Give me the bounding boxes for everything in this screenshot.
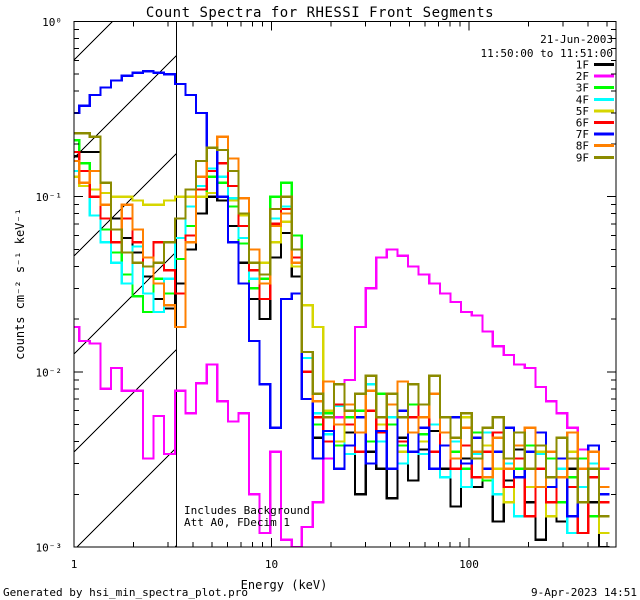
annotation-attenuator-state: Att A0, FDecim 1 bbox=[184, 516, 290, 529]
legend-label-1f: 1F bbox=[576, 59, 589, 72]
legend-item-7f: 7F bbox=[576, 128, 614, 141]
series-9f-curve bbox=[74, 132, 610, 518]
y-tick-label-0: 10⁰ bbox=[42, 16, 62, 29]
legend-item-9f: 9F bbox=[576, 151, 614, 164]
spectra-curves bbox=[74, 70, 610, 547]
legend-item-3f: 3F bbox=[576, 82, 614, 95]
legend-item-6f: 6F bbox=[576, 117, 614, 130]
legend-item-4f: 4F bbox=[576, 93, 614, 106]
y-axis-title: counts cm⁻² s⁻¹ keV⁻¹ bbox=[13, 208, 27, 360]
y-tick-label-1: 10⁻¹ bbox=[36, 191, 63, 204]
observation-time-range: 11:50:00 to 11:51:00 bbox=[481, 47, 613, 60]
legend-label-8f: 8F bbox=[576, 140, 589, 153]
legend-label-6f: 6F bbox=[576, 117, 589, 130]
legend-label-7f: 7F bbox=[576, 128, 589, 141]
legend-item-8f: 8F bbox=[576, 140, 614, 153]
footer-timestamp: 9-Apr-2023 14:51 bbox=[531, 586, 637, 599]
series-8f-curve bbox=[74, 135, 610, 489]
legend-item-1f: 1F bbox=[576, 59, 614, 72]
legend-label-3f: 3F bbox=[576, 82, 589, 95]
series-4f-curve bbox=[74, 167, 610, 535]
footer-generator-note: Generated by hsi_min_spectra_plot.pro bbox=[3, 586, 248, 599]
legend-item-2f: 2F bbox=[576, 70, 614, 83]
hatched-region bbox=[74, 21, 177, 547]
y-tick-label-3: 10⁻³ bbox=[36, 542, 63, 555]
x-tick-label-10: 10 bbox=[265, 558, 278, 571]
observation-date: 21-Jun-2003 bbox=[540, 33, 613, 46]
annotation-includes-background: Includes Background bbox=[184, 504, 310, 517]
y-tick-label-2: 10⁻² bbox=[36, 366, 63, 379]
legend-label-9f: 9F bbox=[576, 151, 589, 164]
legend-item-5f: 5F bbox=[576, 105, 614, 118]
x-tick-label-1: 1 bbox=[71, 558, 78, 571]
series-6f-curve bbox=[74, 150, 610, 535]
legend-label-4f: 4F bbox=[576, 93, 589, 106]
axis-ticks bbox=[73, 21, 616, 548]
legend-label-2f: 2F bbox=[576, 70, 589, 83]
plot-frame bbox=[73, 21, 617, 548]
x-axis-title: Energy (keV) bbox=[241, 578, 328, 592]
x-tick-label-100: 100 bbox=[459, 558, 479, 571]
legend-label-5f: 5F bbox=[576, 105, 589, 118]
plot-title: Count Spectra for RHESSI Front Segments bbox=[146, 5, 494, 21]
series-7f-curve bbox=[74, 70, 610, 518]
series-3f-curve bbox=[74, 139, 610, 518]
series-5f-curve bbox=[74, 175, 610, 535]
